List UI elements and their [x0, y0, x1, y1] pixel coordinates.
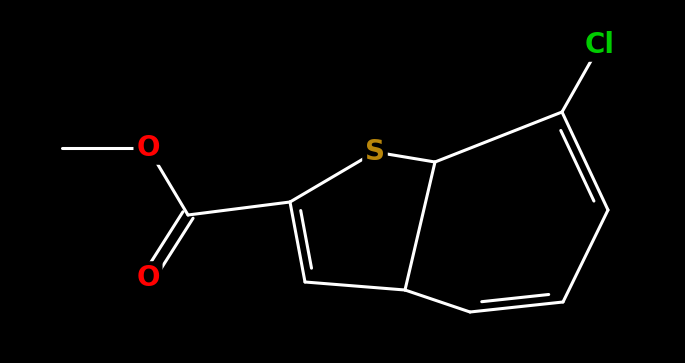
Text: Cl: Cl [585, 31, 615, 59]
Text: O: O [136, 264, 160, 292]
Text: O: O [136, 134, 160, 162]
Text: S: S [365, 138, 385, 166]
